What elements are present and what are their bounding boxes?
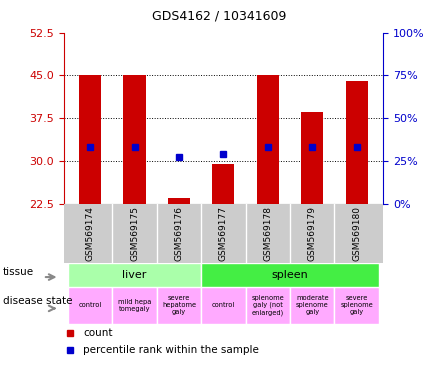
Text: GSM569175: GSM569175: [130, 206, 139, 261]
Text: mild hepa
tomegaly: mild hepa tomegaly: [118, 299, 151, 312]
Text: disease state: disease state: [3, 296, 73, 306]
Bar: [334, 287, 379, 324]
Text: GSM569177: GSM569177: [219, 206, 228, 261]
Text: GDS4162 / 10341609: GDS4162 / 10341609: [152, 10, 286, 23]
Text: control: control: [212, 303, 235, 308]
Text: severe
hepatome
galy: severe hepatome galy: [162, 295, 196, 316]
Bar: [246, 287, 290, 324]
Text: GSM569178: GSM569178: [263, 206, 272, 261]
Text: spleen: spleen: [272, 270, 308, 280]
Text: count: count: [83, 328, 113, 338]
Bar: [168, 198, 190, 204]
Text: liver: liver: [122, 270, 147, 280]
Text: control: control: [78, 303, 102, 308]
Bar: [290, 287, 334, 324]
Bar: [124, 75, 146, 204]
Text: GSM569176: GSM569176: [174, 206, 184, 261]
Text: GSM569174: GSM569174: [86, 206, 95, 261]
Text: moderate
splenome
galy: moderate splenome galy: [296, 295, 328, 316]
Bar: [68, 263, 201, 287]
Bar: [212, 164, 234, 204]
Bar: [79, 75, 101, 204]
Bar: [301, 113, 323, 204]
Text: percentile rank within the sample: percentile rank within the sample: [83, 345, 259, 355]
Bar: [113, 287, 157, 324]
Text: tissue: tissue: [3, 267, 34, 277]
Bar: [201, 263, 379, 287]
Text: GSM569180: GSM569180: [352, 206, 361, 261]
Bar: [157, 287, 201, 324]
Text: splenome
galy (not
enlarged): splenome galy (not enlarged): [251, 295, 284, 316]
Text: severe
splenome
galy: severe splenome galy: [340, 295, 373, 316]
Bar: [201, 287, 246, 324]
Text: GSM569179: GSM569179: [308, 206, 317, 261]
Bar: [68, 287, 113, 324]
Bar: [257, 75, 279, 204]
Bar: [346, 81, 368, 204]
